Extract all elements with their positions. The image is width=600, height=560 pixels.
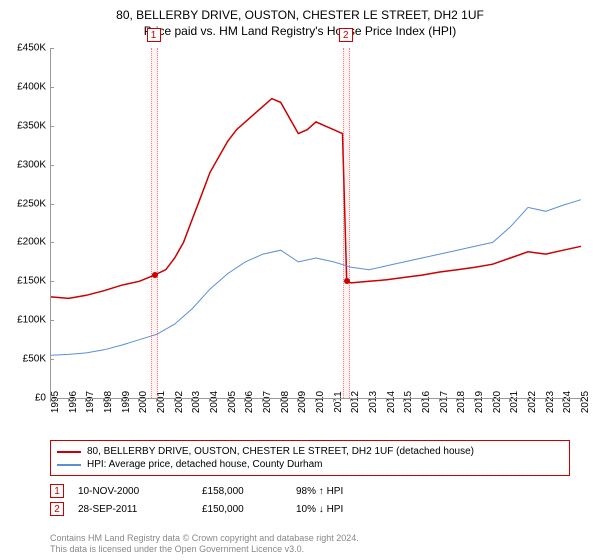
sale-marker-icon: 2 — [339, 28, 353, 42]
y-tick-label: £150K — [4, 276, 46, 287]
legend-item-property: 80, BELLERBY DRIVE, OUSTON, CHESTER LE S… — [57, 445, 563, 458]
y-tick-label: £450K — [4, 43, 46, 54]
chart-container: 80, BELLERBY DRIVE, OUSTON, CHESTER LE S… — [0, 0, 600, 560]
footer-attribution: Contains HM Land Registry data © Crown c… — [50, 533, 359, 556]
legend-swatch — [57, 464, 81, 466]
sale-row: 2 28-SEP-2011 £150,000 10% ↓ HPI — [50, 500, 570, 518]
sale-row: 1 10-NOV-2000 £158,000 98% ↑ HPI — [50, 482, 570, 500]
y-tick-label: £100K — [4, 315, 46, 326]
chart-lines — [51, 48, 581, 398]
footer-line: This data is licensed under the Open Gov… — [50, 544, 359, 556]
sale-date: 28-SEP-2011 — [78, 504, 188, 515]
sale-marker-icon: 1 — [50, 484, 64, 498]
legend-label: HPI: Average price, detached house, Coun… — [87, 459, 323, 470]
sales-table: 1 10-NOV-2000 £158,000 98% ↑ HPI 2 28-SE… — [50, 482, 570, 518]
sale-band — [151, 48, 158, 398]
sale-dot — [344, 278, 350, 284]
y-tick-label: £400K — [4, 81, 46, 92]
footer-line: Contains HM Land Registry data © Crown c… — [50, 533, 359, 545]
sale-hpi: 98% ↑ HPI — [296, 486, 396, 497]
y-tick-label: £50K — [4, 354, 46, 365]
sale-hpi: 10% ↓ HPI — [296, 504, 396, 515]
y-tick-label: £200K — [4, 237, 46, 248]
sale-marker-icon: 1 — [147, 28, 161, 42]
y-tick-label: £350K — [4, 120, 46, 131]
x-tick-label: 2025 — [580, 391, 591, 413]
series-property — [51, 99, 581, 299]
series-hpi — [51, 200, 581, 356]
y-tick-label: £250K — [4, 198, 46, 209]
sale-date: 10-NOV-2000 — [78, 486, 188, 497]
sale-marker-icon: 2 — [50, 502, 64, 516]
sale-price: £158,000 — [202, 486, 282, 497]
page-title: 80, BELLERBY DRIVE, OUSTON, CHESTER LE S… — [0, 0, 600, 22]
y-tick-label: £300K — [4, 159, 46, 170]
page-subtitle: Price paid vs. HM Land Registry's House … — [0, 22, 600, 38]
legend-box: 80, BELLERBY DRIVE, OUSTON, CHESTER LE S… — [50, 440, 570, 476]
legend-swatch — [57, 451, 81, 453]
chart-plot-area — [50, 48, 581, 399]
sale-band — [343, 48, 350, 398]
sale-dot — [152, 272, 158, 278]
legend-label: 80, BELLERBY DRIVE, OUSTON, CHESTER LE S… — [87, 446, 474, 457]
legend-item-hpi: HPI: Average price, detached house, Coun… — [57, 458, 563, 471]
y-tick-label: £0 — [4, 393, 46, 404]
sale-price: £150,000 — [202, 504, 282, 515]
